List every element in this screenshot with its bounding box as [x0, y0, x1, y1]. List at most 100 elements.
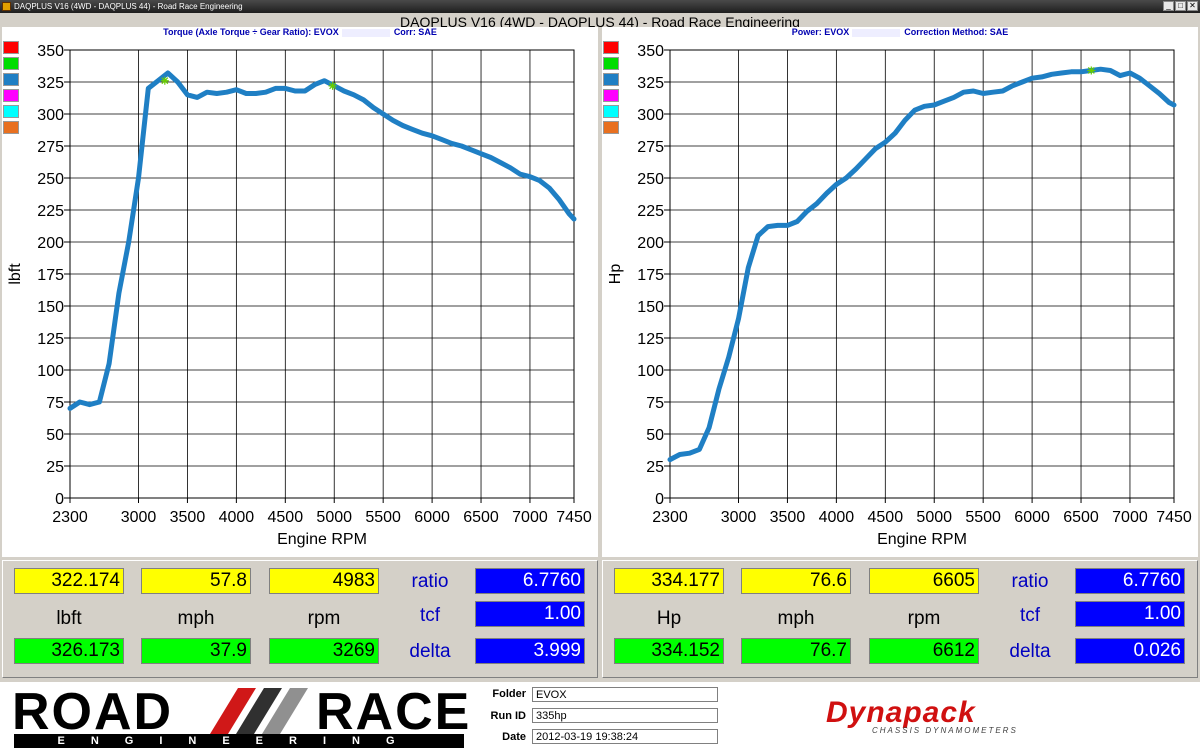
- series-swatch-5[interactable]: [603, 121, 619, 134]
- cursor-marker[interactable]: [328, 81, 337, 90]
- series-color-swatches: [603, 41, 620, 137]
- data-point: [470, 149, 472, 151]
- folder-label: Folder: [492, 688, 526, 700]
- data-point: [757, 235, 759, 237]
- power-chart[interactable]: 2300 3000 3500 4000 4500 5000 5500 6000 6500 7000…: [602, 27, 1198, 557]
- data-point: [558, 199, 560, 201]
- y-tick-label: 125: [37, 331, 64, 348]
- data-point: [79, 401, 81, 403]
- y-tick-label: 100: [637, 363, 664, 380]
- torque-chart[interactable]: 2300 3000 3500 4000 4500 5000 5500 6000 6500 7000…: [2, 27, 598, 557]
- y-tick-label: 25: [646, 459, 664, 476]
- y-axis-label: lbft: [7, 263, 24, 285]
- cursor-marker[interactable]: [1087, 66, 1096, 75]
- series-swatch-3[interactable]: [3, 89, 19, 102]
- data-point: [304, 90, 306, 92]
- series-swatch-4[interactable]: [3, 105, 19, 118]
- x-axis-label: Engine RPM: [877, 531, 967, 548]
- data-point: [972, 90, 974, 92]
- series-swatch-1[interactable]: [603, 57, 619, 70]
- dynapack-logo: Dynapack: [826, 696, 976, 729]
- data-point: [816, 203, 818, 205]
- series-swatch-4[interactable]: [603, 105, 619, 118]
- data-point: [884, 141, 886, 143]
- data-point: [992, 91, 994, 93]
- data-point: [923, 105, 926, 107]
- series-swatch-2[interactable]: [3, 73, 19, 86]
- data-point: [679, 453, 681, 456]
- data-point: [904, 119, 906, 121]
- y-tick-label: 275: [37, 139, 64, 156]
- x-tick-label: 4000: [219, 509, 255, 526]
- data-point: [1051, 73, 1053, 75]
- data-point: [835, 183, 837, 185]
- series-swatch-3[interactable]: [603, 89, 619, 102]
- runid-label: Run ID: [490, 710, 526, 722]
- data-point: [777, 224, 779, 226]
- folder-field[interactable]: EVOX: [532, 687, 718, 702]
- cursor-marker[interactable]: [160, 76, 169, 85]
- data-point: [235, 89, 237, 91]
- y-tick-label: 125: [637, 331, 664, 348]
- x-tick-label: 7450: [1156, 509, 1192, 526]
- date-field[interactable]: 2012-03-19 19:38:24: [532, 729, 718, 744]
- dynapack-subtitle: CHASSIS DYNAMOMETERS: [872, 726, 1018, 735]
- data-point: [431, 135, 433, 137]
- data-point: [1041, 76, 1043, 78]
- x-tick-label: 3500: [170, 509, 206, 526]
- torque-corr-text: Corr: SAE: [393, 27, 437, 37]
- data-point: [177, 81, 179, 83]
- x-tick-label: 4500: [868, 509, 904, 526]
- data-point: [737, 318, 740, 320]
- data-point: [962, 91, 965, 93]
- runid-field[interactable]: 335hp: [532, 708, 718, 723]
- data-point: [796, 220, 798, 223]
- close-button[interactable]: ✕: [1187, 1, 1198, 11]
- x-tick-label: 4000: [819, 509, 855, 526]
- data-point: [362, 99, 365, 101]
- series-swatch-0[interactable]: [3, 41, 19, 54]
- plot-frame: [669, 49, 1175, 499]
- data-point: [1080, 71, 1082, 73]
- x-tick-label: 7450: [556, 509, 592, 526]
- plot-frame: [69, 49, 575, 499]
- data-point: [157, 80, 159, 82]
- series-swatch-2[interactable]: [603, 73, 619, 86]
- data-point: [480, 153, 482, 155]
- torque-chart-header: Torque (Axle Torque ÷ Gear Ratio): EVOX C…: [2, 27, 598, 39]
- torque-readout: 322.174 57.8 4983 lbft mph rpm 326.173 3…: [2, 560, 598, 678]
- date-label: Date: [502, 731, 526, 743]
- unit-label: mph: [177, 608, 215, 629]
- data-point: [688, 452, 691, 454]
- data-point: [845, 177, 847, 179]
- page-title: DAQPLUS V16 (4WD - DAQPLUS 44) - Road Ra…: [400, 14, 800, 30]
- data-point: [69, 407, 71, 409]
- data-point: [255, 92, 257, 95]
- data-point: [206, 91, 208, 93]
- data-point: [1139, 77, 1141, 79]
- series-swatch-5[interactable]: [3, 121, 19, 134]
- tcf-label: tcf: [1019, 605, 1041, 626]
- maximize-button[interactable]: □: [1175, 1, 1186, 11]
- series-swatch-0[interactable]: [603, 41, 619, 54]
- data-point: [147, 87, 149, 89]
- ratio-value: 6.7760: [475, 568, 585, 594]
- data-point: [137, 177, 140, 179]
- x-tick-label: 7000: [1112, 509, 1148, 526]
- y-tick-label: 225: [37, 203, 64, 220]
- data-point: [451, 142, 453, 145]
- delta-value: 3.999: [475, 638, 585, 664]
- minimize-button[interactable]: _: [1163, 1, 1174, 11]
- unit-label: rpm: [307, 608, 341, 629]
- x-tick-label: 7000: [512, 509, 548, 526]
- x-tick-label: 6000: [414, 509, 450, 526]
- y-tick-label: 250: [637, 171, 664, 188]
- window-title: DAQPLUS V16 (4WD - DAQPLUS 44) - Road Ra…: [14, 2, 243, 11]
- y-tick-label: 250: [37, 171, 64, 188]
- tcf-value: 1.00: [475, 601, 585, 627]
- logo-engineering-text: ENGINEERING: [14, 734, 464, 748]
- series-swatch-1[interactable]: [3, 57, 19, 70]
- data-point: [786, 224, 789, 226]
- x-tick-label: 5500: [965, 509, 1001, 526]
- data-point: [865, 158, 867, 160]
